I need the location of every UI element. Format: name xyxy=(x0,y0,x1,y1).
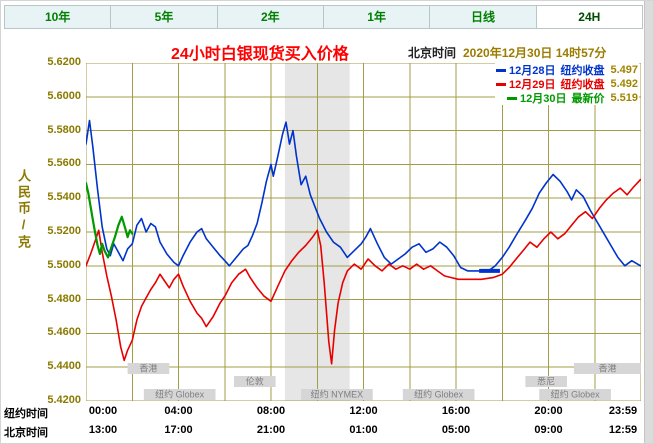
tab-period-2[interactable]: 2年 xyxy=(216,5,324,29)
y-tick-5.5800: 5.5800 xyxy=(47,123,81,136)
x-tick-bj-01:00: 01:00 xyxy=(349,424,378,436)
legend-value: 5.497 xyxy=(610,64,638,76)
timestamp: 2020年12月30日 14时57分 xyxy=(463,46,607,60)
session-box xyxy=(539,389,611,400)
x-tick-bj-05:00: 05:00 xyxy=(441,424,471,436)
session-label: 伦敦 xyxy=(246,376,264,387)
tab-period-5[interactable]: 24H xyxy=(535,5,643,29)
session-label: 香港 xyxy=(139,363,157,374)
legend-value: 5.492 xyxy=(610,78,638,90)
legend-value: 5.519 xyxy=(610,92,638,104)
legend-date: 12月28日 xyxy=(508,65,556,77)
x-tick-bj-17:00: 17:00 xyxy=(164,424,193,436)
session-box xyxy=(525,376,567,387)
session-box xyxy=(402,389,475,400)
session-label: 纽约 NYMEX xyxy=(311,389,364,400)
legend-line-swatch-icon xyxy=(506,96,517,100)
y-tick-5.4200: 5.4200 xyxy=(47,394,81,406)
x-tick-ny-00:00: 00:00 xyxy=(88,405,118,417)
x-tick-ny-16:00: 16:00 xyxy=(441,405,471,417)
legend-label: 最新价 xyxy=(571,93,605,105)
legend-line-swatch-icon xyxy=(495,82,506,86)
session-box xyxy=(127,363,170,374)
legend-date: 12月29日 xyxy=(508,79,556,91)
tab-period-1[interactable]: 5年 xyxy=(110,5,218,29)
beijing-time-label: 北京时间 xyxy=(408,46,457,60)
series-dec29-line xyxy=(86,178,641,365)
legend-label: 纽约收盘 xyxy=(560,79,605,91)
session-label: 纽约 Globex xyxy=(155,389,205,400)
session-box xyxy=(301,389,373,400)
x-tick-bj-12:59: 12:59 xyxy=(608,424,638,436)
x-tick-bj-21:00: 21:00 xyxy=(256,424,286,436)
page-scrollbar[interactable] xyxy=(644,1,653,443)
y-tick-5.4800: 5.4800 xyxy=(47,292,81,305)
x-tick-bj-13:00: 13:00 xyxy=(88,424,118,436)
legend-row-1: 12月29日 纽约收盘 5.492 xyxy=(495,77,638,91)
y-tick-5.4400: 5.4400 xyxy=(47,360,81,373)
x-tick-ny-12:00: 12:00 xyxy=(349,405,378,417)
y-tick-5.6000: 5.6000 xyxy=(47,89,81,102)
x-tick-ny-08:00: 08:00 xyxy=(256,405,286,417)
session-box xyxy=(143,389,216,400)
legend-line-swatch-icon xyxy=(495,68,506,72)
session-label: 纽约 Globex xyxy=(551,389,601,400)
legend-date: 12月30日 xyxy=(519,93,567,105)
y-tick-5.5600: 5.5600 xyxy=(47,157,81,170)
y-tick-5.6200: 5.6200 xyxy=(47,56,81,68)
session-label: 纽约 Globex xyxy=(414,389,464,400)
newyork-time-row-label: 纽约时间 xyxy=(4,408,48,420)
legend-row-2: 12月30日 最新价 5.519 xyxy=(496,91,638,105)
series-dec30-line xyxy=(86,181,134,259)
period-tabs: 10年 5年 2年 1年 日线 24H xyxy=(4,5,643,29)
tab-period-3[interactable]: 1年 xyxy=(322,5,431,29)
legend-row-0: 12月28日 纽约收盘 5.497 xyxy=(495,63,638,77)
beijing-time-row-label: 北京时间 xyxy=(4,427,48,439)
x-tick-ny-23:59: 23:59 xyxy=(608,405,638,417)
session-label: 悉尼 xyxy=(537,376,555,387)
session-label: 香港 xyxy=(598,363,616,374)
tab-period-0[interactable]: 10年 xyxy=(4,5,112,29)
legend: 12月28日 纽约收盘 5.497 12月29日 纽约收盘 5.492 12月30日 最新价 5… xyxy=(494,63,639,105)
y-tick-5.4600: 5.4600 xyxy=(47,326,81,339)
x-tick-ny-20:00: 20:00 xyxy=(534,405,563,417)
legend-label: 纽约收盘 xyxy=(560,65,605,77)
tab-period-4[interactable]: 日线 xyxy=(429,5,537,29)
x-tick-bj-09:00: 09:00 xyxy=(534,424,563,436)
chart-title: 24小时白银现货买入价格 xyxy=(171,46,349,63)
x-tick-ny-04:00: 04:00 xyxy=(164,405,193,417)
y-tick-5.5000: 5.5000 xyxy=(47,258,81,271)
y-tick-5.5400: 5.5400 xyxy=(47,191,81,204)
series-dec28-line xyxy=(86,119,641,272)
session-box xyxy=(573,363,641,374)
session-box xyxy=(234,376,276,387)
y-tick-5.5200: 5.5200 xyxy=(47,225,81,237)
y-axis-label: 人民币/克 xyxy=(16,169,31,251)
